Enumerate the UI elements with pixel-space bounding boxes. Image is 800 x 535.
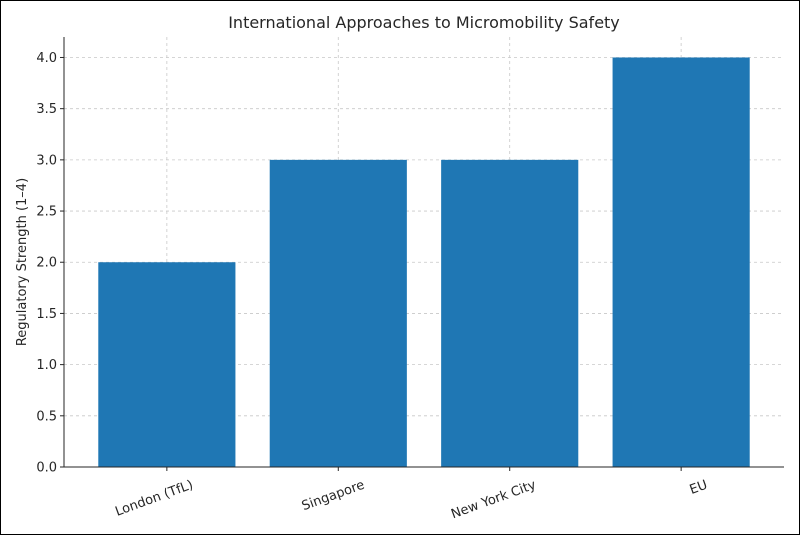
bar-eu	[612, 57, 750, 467]
y-tick-label: 1.5	[36, 307, 57, 322]
y-tick-label: 0.5	[36, 409, 57, 424]
y-tick-label: 1.0	[36, 358, 57, 373]
x-tick-label: New York City	[449, 478, 538, 523]
y-tick-label: 2.5	[36, 205, 57, 220]
x-tick-label: EU	[688, 478, 710, 498]
x-tick-label: London (TfL)	[113, 478, 195, 520]
y-axis-label: Regulatory Strength (1–4)	[15, 178, 30, 346]
bars	[98, 57, 750, 467]
y-tick-label: 3.5	[36, 102, 57, 117]
bar-new-york-city	[441, 159, 579, 467]
chart-title: International Approaches to Micromobilit…	[228, 13, 620, 32]
x-tick-label: Singapore	[300, 478, 367, 515]
bar-singapore	[269, 159, 407, 467]
axes	[60, 37, 784, 471]
x-tick-labels: London (TfL) Singapore New York City EU	[113, 478, 709, 523]
y-tick-label: 3.0	[36, 153, 57, 168]
y-tick-label: 2.0	[36, 256, 57, 271]
bar-london-tfl	[98, 262, 236, 467]
y-tick-labels: 0.0 0.5 1.0 1.5 2.0 2.5 3.0 3.5 4.0	[36, 51, 57, 476]
y-tick-label: 0.0	[36, 461, 57, 476]
y-tick-label: 4.0	[36, 51, 57, 66]
